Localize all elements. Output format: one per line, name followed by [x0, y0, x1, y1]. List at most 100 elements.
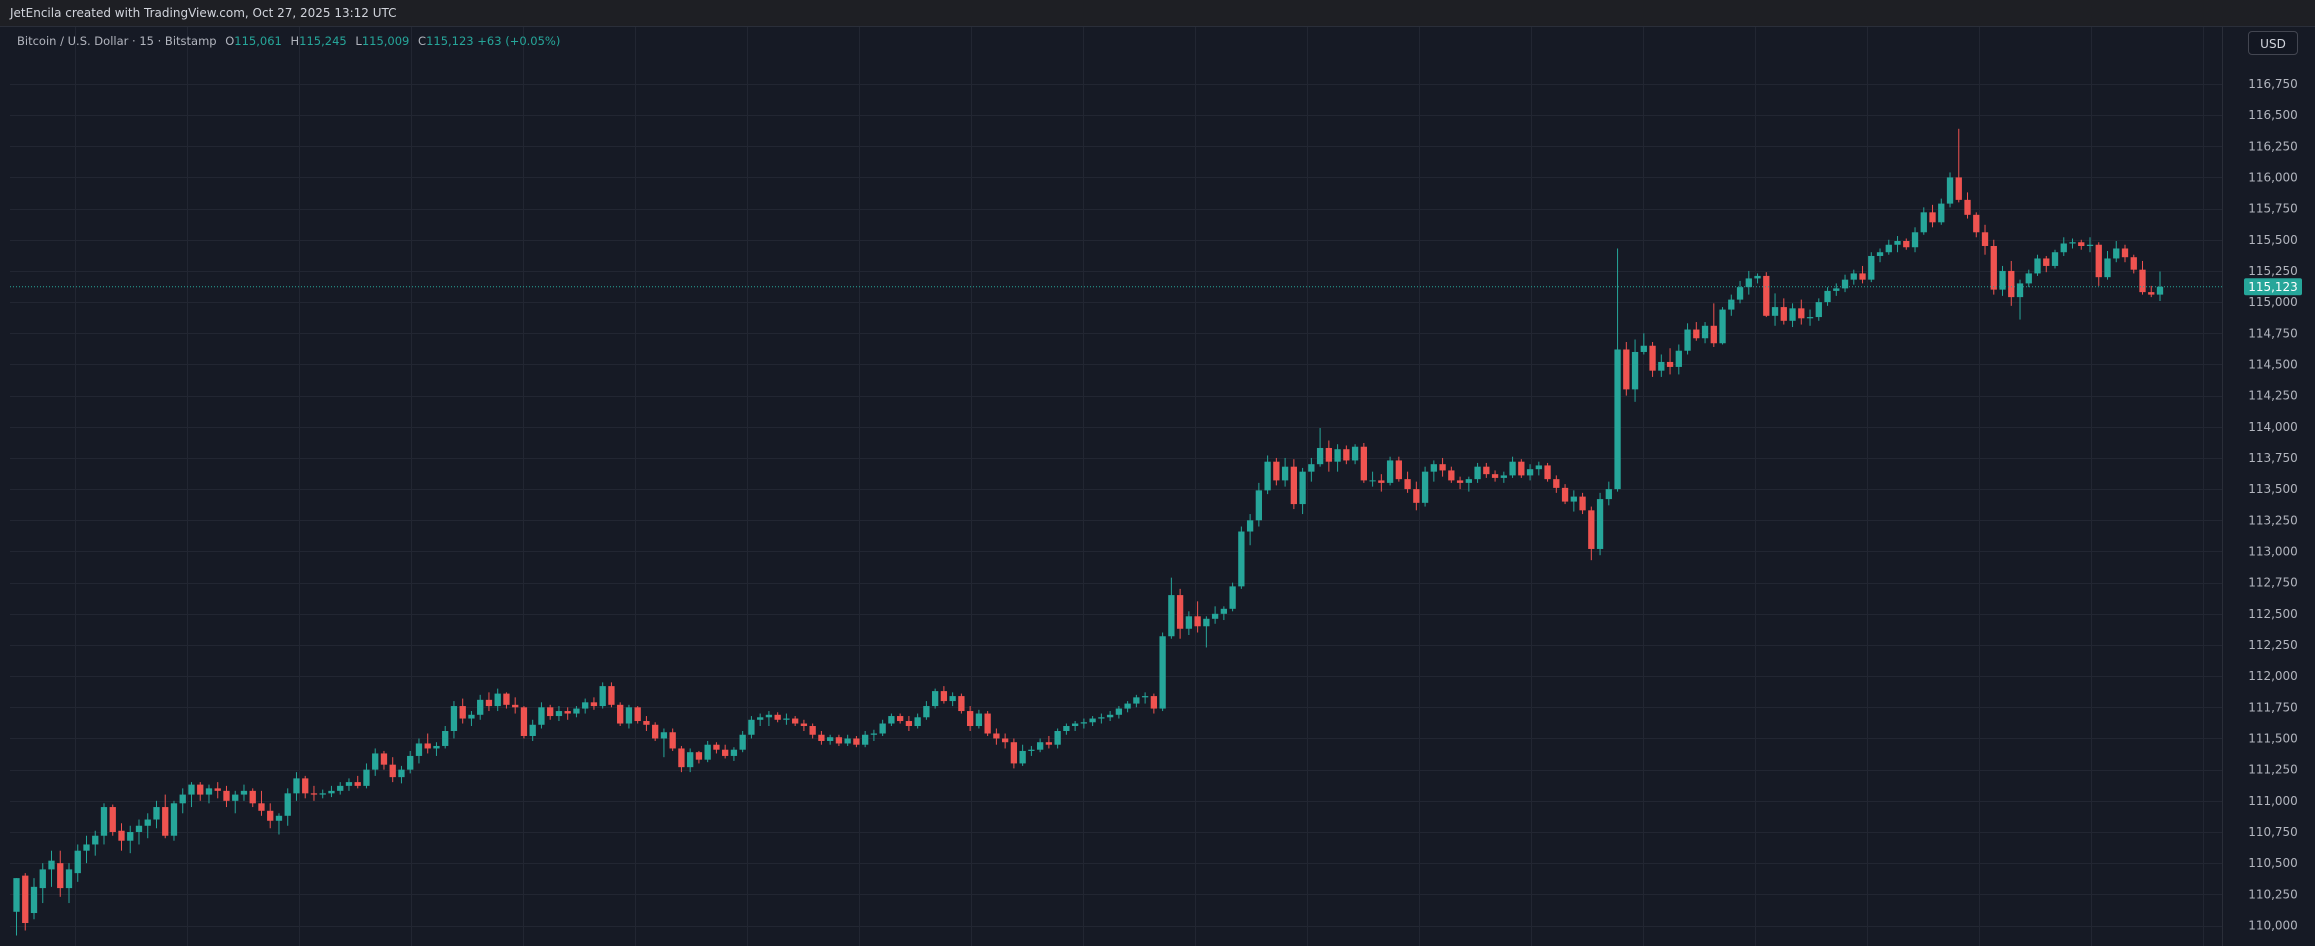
candle-body — [1019, 750, 1026, 764]
candle-body — [1290, 466, 1298, 505]
candle-body — [188, 784, 195, 795]
candle — [1054, 728, 1061, 749]
candle — [1273, 457, 1280, 486]
candle — [1561, 484, 1569, 505]
candle — [1194, 601, 1201, 633]
candle — [1378, 474, 1385, 492]
candle — [232, 790, 239, 814]
candle — [800, 719, 808, 731]
candle — [1833, 283, 1840, 296]
candle-body — [197, 784, 204, 795]
candle-body — [284, 793, 291, 816]
y-tick-label: 115,000 — [2248, 295, 2298, 309]
candle — [1938, 198, 1945, 225]
candle — [197, 782, 204, 801]
candle-body — [30, 886, 38, 914]
candle-body — [2034, 258, 2041, 274]
candle-body — [1080, 722, 1088, 724]
candle — [1255, 482, 1263, 527]
candle-body — [450, 706, 458, 731]
candle — [1754, 273, 1761, 284]
candle — [931, 688, 939, 709]
candle-body — [687, 752, 694, 768]
candle-body — [1710, 325, 1717, 344]
y-tick-label: 114,250 — [2248, 389, 2298, 403]
candle — [1089, 716, 1096, 727]
candle — [1806, 309, 1814, 326]
candle-body — [800, 723, 808, 727]
candle — [2086, 237, 2094, 253]
candle-body — [240, 790, 248, 795]
candle-body — [109, 807, 116, 832]
candle-body — [1430, 464, 1437, 472]
candle — [1693, 322, 1700, 341]
candle — [695, 750, 703, 764]
candle — [573, 706, 580, 718]
attribution-text: JetEncila created with TradingView.com, … — [10, 6, 397, 20]
candle-body — [966, 711, 974, 727]
candle — [310, 785, 318, 801]
candle-body — [48, 860, 55, 870]
y-tick-label: 113,750 — [2248, 451, 2298, 465]
candle — [704, 740, 711, 763]
candle — [1911, 227, 1919, 253]
candle — [92, 830, 99, 856]
candle-body — [1045, 742, 1053, 745]
candle — [1518, 459, 1525, 478]
candle-body — [617, 704, 624, 724]
candle-body — [1343, 449, 1350, 461]
candle-body — [310, 793, 318, 795]
y-tick-label: 111,750 — [2248, 700, 2298, 714]
candle-body — [1281, 466, 1289, 481]
candle-body — [267, 810, 274, 821]
candle-body — [1299, 471, 1306, 505]
candle-body — [1106, 714, 1114, 718]
candle — [827, 734, 834, 745]
candle-body — [1789, 308, 1796, 321]
candle — [625, 704, 633, 729]
candle-body — [1036, 742, 1044, 750]
candle — [1623, 341, 1630, 396]
candle-body — [949, 696, 956, 702]
candle — [39, 863, 46, 904]
candle-body — [372, 753, 379, 770]
candle — [1903, 238, 1910, 250]
candle — [1211, 606, 1219, 624]
candle — [144, 813, 151, 839]
candle — [512, 697, 519, 714]
last-price-badge-bg — [2244, 278, 2302, 296]
candles — [13, 128, 2164, 936]
candle-body — [1561, 487, 1569, 502]
candle — [1133, 694, 1140, 708]
candle — [958, 693, 965, 714]
candle-body — [1894, 241, 1901, 245]
candle-body — [1063, 726, 1070, 731]
candle-body — [914, 717, 921, 727]
candle-body — [1850, 273, 1857, 280]
candle — [485, 692, 493, 712]
candle-body — [1736, 287, 1744, 300]
candle-body — [844, 738, 851, 744]
y-tick-label: 113,000 — [2248, 544, 2298, 558]
candle — [1658, 354, 1665, 377]
candle-body — [1596, 499, 1604, 549]
currency-button[interactable]: USD — [2248, 31, 2298, 55]
price-axis[interactable]: 110,000 110,250 110,500 110,750 111,000 111,2… — [2248, 77, 2298, 933]
candle — [1771, 293, 1779, 326]
candle — [293, 772, 300, 801]
candle-body — [879, 723, 886, 734]
candle — [520, 706, 528, 739]
candle-body — [363, 769, 370, 786]
candle-body — [13, 878, 20, 912]
candle-body — [1010, 742, 1018, 764]
candle-body — [722, 749, 729, 756]
candle — [1798, 299, 1805, 325]
candle-body — [1841, 279, 1849, 289]
candle-body — [1649, 345, 1656, 371]
candle-body — [319, 793, 326, 795]
candle-body — [1570, 496, 1577, 502]
candle-body — [555, 711, 563, 717]
candle — [1185, 611, 1193, 635]
candle — [1701, 322, 1709, 344]
